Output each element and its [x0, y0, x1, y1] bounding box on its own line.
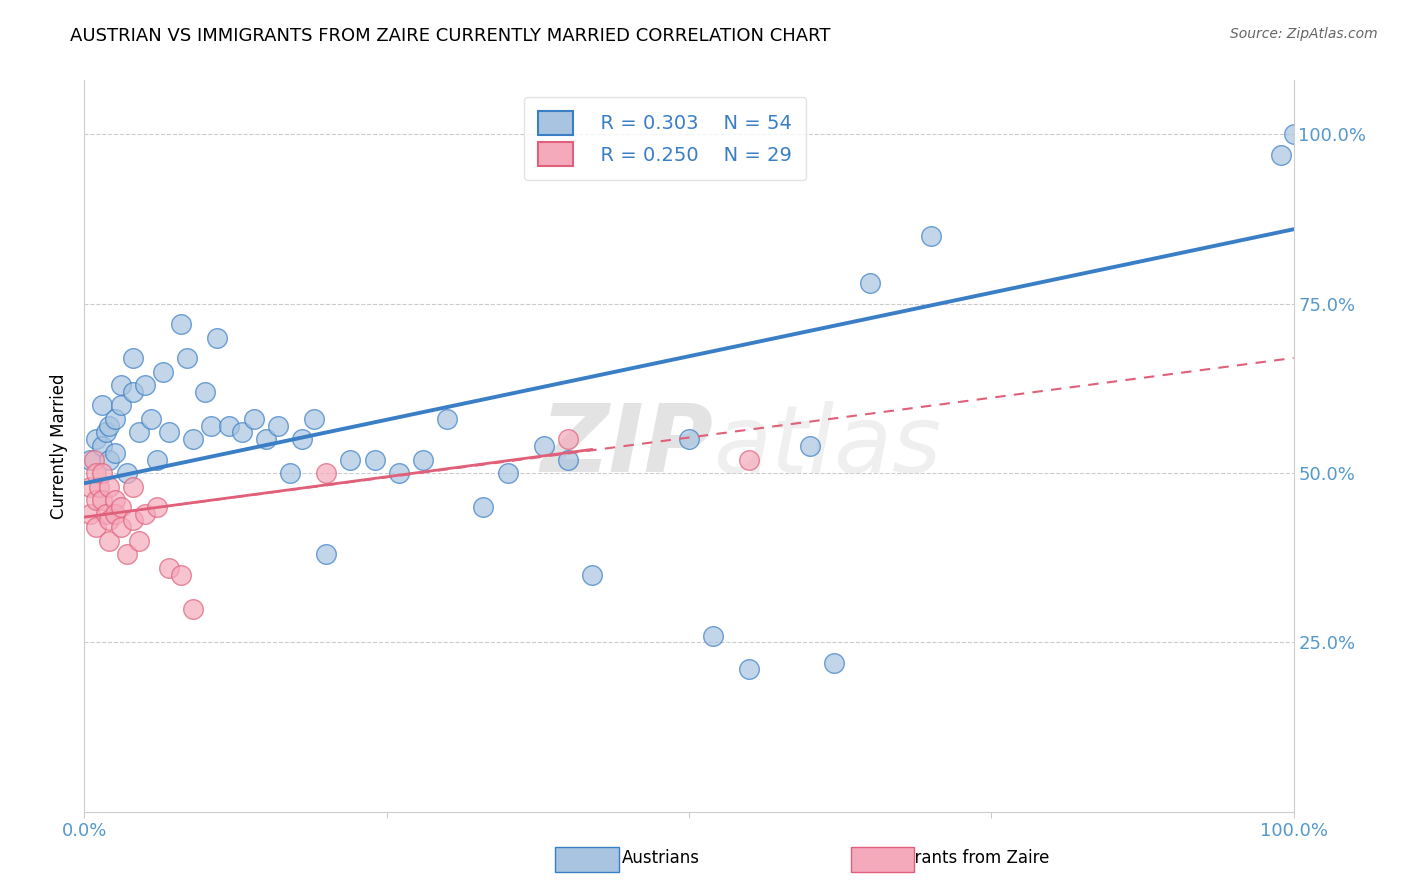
Point	[267, 418, 290, 433]
Point	[110, 378, 132, 392]
Point	[302, 412, 325, 426]
Point	[157, 561, 180, 575]
Point	[86, 432, 108, 446]
Point	[110, 500, 132, 514]
Point	[128, 533, 150, 548]
Point	[121, 384, 143, 399]
Point	[231, 425, 253, 440]
Point	[121, 351, 143, 365]
Point	[104, 412, 127, 426]
Point	[339, 452, 361, 467]
Point	[146, 500, 169, 514]
Point	[823, 656, 845, 670]
Point	[170, 317, 193, 331]
Y-axis label: Currently Married: Currently Married	[51, 373, 69, 519]
Point	[97, 452, 120, 467]
Text: atlas: atlas	[713, 401, 942, 491]
Point	[254, 432, 277, 446]
Point	[170, 567, 193, 582]
Point	[97, 514, 120, 528]
Point	[79, 480, 101, 494]
Point	[799, 439, 821, 453]
Point	[86, 520, 108, 534]
Point	[738, 663, 761, 677]
Point	[436, 412, 458, 426]
Point	[91, 466, 114, 480]
Point	[94, 507, 117, 521]
Point	[557, 432, 579, 446]
Point	[176, 351, 198, 365]
Point	[91, 493, 114, 508]
Point	[110, 520, 132, 534]
Point	[278, 466, 301, 480]
Point	[91, 398, 114, 412]
Point	[388, 466, 411, 480]
Point	[139, 412, 162, 426]
Point	[291, 432, 314, 446]
Point	[86, 493, 108, 508]
Point	[1282, 128, 1305, 142]
Point	[115, 547, 138, 561]
Point	[920, 229, 942, 244]
Point	[86, 466, 108, 480]
Point	[87, 480, 110, 494]
Point	[533, 439, 555, 453]
Point	[97, 418, 120, 433]
Point	[128, 425, 150, 440]
Point	[115, 466, 138, 480]
Point	[146, 452, 169, 467]
Point	[218, 418, 240, 433]
Point	[496, 466, 519, 480]
Point	[242, 412, 264, 426]
Point	[472, 500, 495, 514]
Point	[104, 493, 127, 508]
Point	[79, 507, 101, 521]
Point	[121, 480, 143, 494]
Point	[678, 432, 700, 446]
Point	[194, 384, 217, 399]
Point	[702, 629, 724, 643]
Point	[315, 466, 337, 480]
Point	[97, 480, 120, 494]
Point	[134, 378, 156, 392]
Point	[581, 567, 603, 582]
Point	[315, 547, 337, 561]
Point	[412, 452, 434, 467]
Text: Immigrants from Zaire: Immigrants from Zaire	[862, 849, 1050, 867]
Point	[200, 418, 222, 433]
Point	[134, 507, 156, 521]
Point	[104, 446, 127, 460]
Point	[181, 601, 204, 615]
Point	[91, 439, 114, 453]
Point	[859, 277, 882, 291]
Point	[121, 514, 143, 528]
Point	[738, 452, 761, 467]
Point	[110, 398, 132, 412]
Point	[94, 425, 117, 440]
Point	[363, 452, 385, 467]
Point	[181, 432, 204, 446]
Legend:   R = 0.303    N = 54,   R = 0.250    N = 29: R = 0.303 N = 54, R = 0.250 N = 29	[524, 97, 806, 180]
Text: ZIP: ZIP	[540, 400, 713, 492]
Text: Source: ZipAtlas.com: Source: ZipAtlas.com	[1230, 27, 1378, 41]
Point	[157, 425, 180, 440]
Text: AUSTRIAN VS IMMIGRANTS FROM ZAIRE CURRENTLY MARRIED CORRELATION CHART: AUSTRIAN VS IMMIGRANTS FROM ZAIRE CURREN…	[70, 27, 831, 45]
Point	[1270, 148, 1292, 162]
Point	[104, 507, 127, 521]
Point	[83, 452, 105, 467]
Point	[152, 364, 174, 378]
Text: Austrians: Austrians	[621, 849, 700, 867]
Point	[557, 452, 579, 467]
Point	[79, 452, 101, 467]
Point	[207, 331, 229, 345]
Point	[97, 533, 120, 548]
